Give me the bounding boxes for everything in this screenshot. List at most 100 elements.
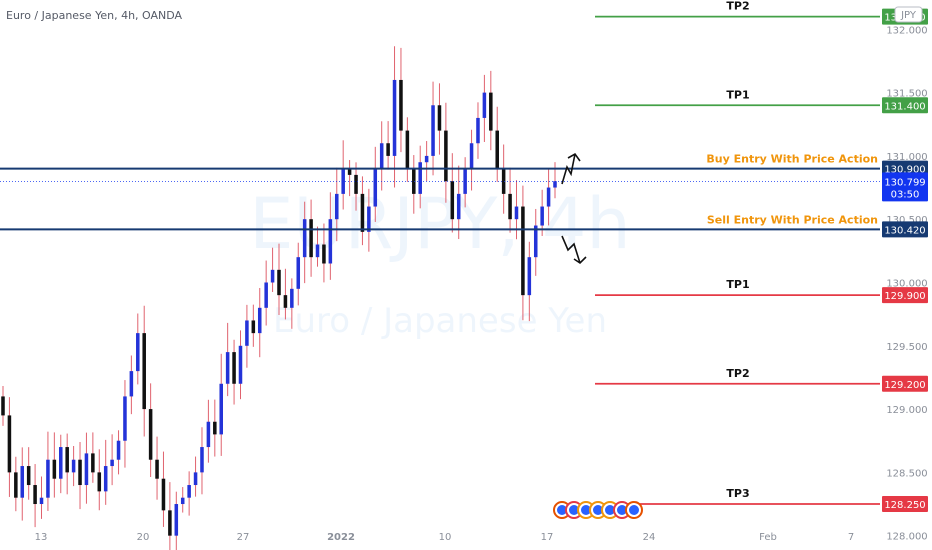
candle: [508, 167, 512, 233]
entry-label: Sell Entry With Price Action: [707, 213, 878, 226]
price-tag-label: 131.400: [884, 101, 925, 112]
candle: [533, 208, 538, 276]
price-tag: [882, 97, 928, 114]
candle-body: [489, 92, 493, 131]
candle-body: [65, 447, 69, 473]
candle: [142, 305, 146, 437]
price-level: TP3 128.250: [595, 487, 928, 513]
time-axis[interactable]: 13 20 27 2022 10 17 24 Feb 7: [35, 532, 855, 543]
candle: [546, 168, 551, 226]
candle-body: [7, 415, 12, 473]
candle: [482, 74, 487, 142]
candle-body: [309, 219, 313, 258]
candle-body: [405, 130, 410, 169]
candle-body: [1, 396, 5, 416]
candle-body: [315, 244, 320, 258]
currency-badge[interactable]: JPY: [894, 6, 923, 23]
candle-body: [283, 295, 288, 308]
candle-body: [123, 396, 127, 441]
candle-body: [328, 219, 333, 264]
candle: [450, 153, 455, 233]
candle: [527, 241, 532, 322]
candle-body: [533, 225, 538, 258]
price-tick-label: 128.500: [886, 468, 927, 479]
candle: [14, 456, 18, 512]
price-tag-label: 128.250: [884, 500, 925, 511]
candle: [225, 322, 230, 397]
candle: [193, 456, 198, 497]
candle: [251, 304, 256, 347]
pattern-icons[interactable]: [553, 501, 643, 519]
candle: [103, 439, 108, 505]
candle-body: [392, 79, 397, 156]
candle: [187, 471, 191, 516]
candle-body: [78, 459, 82, 486]
candle-body: [14, 472, 18, 498]
candle-body: [46, 459, 50, 498]
candle-body: [174, 504, 179, 536]
event-icon[interactable]: [625, 501, 643, 519]
price-axis[interactable]: 128.000 128.500 129.000 129.500 130.000 130.5…: [886, 25, 927, 542]
price-tag-label: 130.900: [884, 165, 925, 176]
candle: [399, 47, 403, 153]
candle: [46, 431, 50, 511]
candle-body: [136, 333, 140, 372]
candle-body: [270, 269, 275, 283]
candle: [129, 355, 134, 415]
candle: [469, 129, 474, 191]
current-price-tag: [882, 172, 928, 202]
price-tag: [882, 287, 928, 304]
candle-body: [501, 168, 506, 194]
candle: [97, 449, 102, 511]
projection-arrows: [561, 152, 587, 265]
candle-body: [373, 168, 378, 207]
price-level: Sell Entry With Price Action 130.420: [0, 213, 928, 238]
time-tick-label: 17: [541, 532, 554, 543]
price-tick-label: 129.500: [886, 342, 927, 353]
candle-body: [347, 168, 352, 175]
candle-body: [290, 288, 294, 308]
up-zigzag-arrow: [561, 152, 581, 185]
candle: [283, 268, 288, 320]
candle-body: [251, 320, 256, 334]
candle: [174, 491, 179, 550]
time-tick-label: 7: [848, 532, 854, 543]
target-label: TP2: [726, 367, 749, 380]
event-icon-dot: [581, 505, 591, 515]
candle: [456, 165, 461, 240]
candle: [270, 247, 275, 292]
candle-body: [360, 193, 365, 232]
candle-body: [129, 371, 134, 397]
candle: [1, 385, 5, 426]
candle: [91, 432, 95, 483]
candle-body: [193, 472, 198, 486]
candle: [347, 160, 352, 197]
candle: [264, 260, 268, 326]
price-tag-label: 129.200: [884, 380, 925, 391]
down-zigzag-arrow: [561, 235, 587, 265]
candle: [322, 223, 326, 283]
candle: [296, 242, 301, 306]
candle: [367, 188, 371, 252]
event-icon-dot: [629, 505, 639, 515]
candle-body: [84, 453, 89, 486]
candle: [341, 140, 345, 210]
watermark-symbol: EURJPY, 4h: [249, 183, 631, 265]
candle-body: [302, 219, 307, 258]
candle-body: [431, 105, 435, 156]
candle-body: [508, 193, 512, 220]
candle-body: [187, 485, 191, 498]
candle-body: [450, 181, 455, 220]
candle-body: [514, 206, 519, 220]
candle: [232, 339, 236, 405]
candle-body: [59, 447, 63, 479]
candle-body: [52, 459, 57, 479]
candle: [213, 399, 217, 457]
candle: [412, 155, 416, 214]
candle-body: [412, 168, 416, 194]
candle-body: [71, 459, 76, 473]
candle-body: [245, 320, 249, 346]
candle-body: [110, 459, 114, 467]
candle-body: [367, 206, 371, 232]
